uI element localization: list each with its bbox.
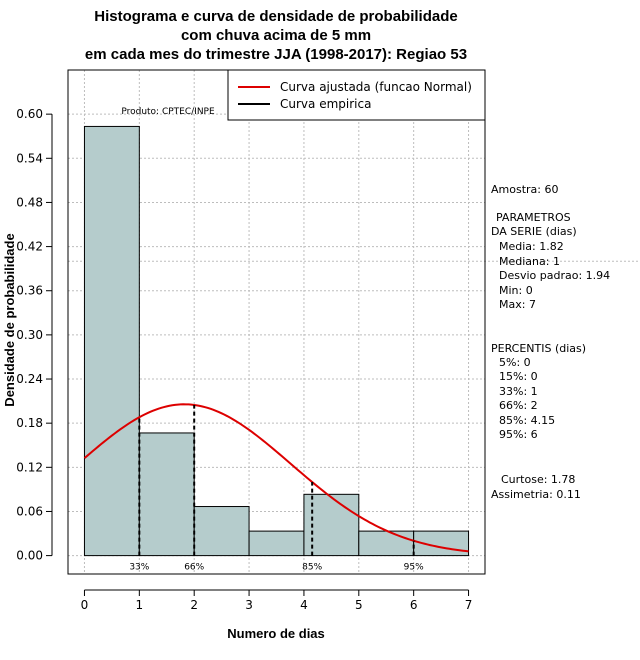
y-tick-label: 0.06 (16, 504, 43, 518)
chart-title-line-2: com chuva acima de 5 mm (181, 27, 371, 44)
percentile-label: 95% (404, 563, 424, 573)
y-axis-label: Densidade de probabilidade (2, 233, 17, 406)
axes: 0 1 2 3 4 5 6 7 0.00 0.06 0.12 0.18 0.24 0.30 0.36 0.42… (16, 107, 472, 612)
stat-min: Min: 0 (499, 284, 533, 297)
x-tick-label: 1 (136, 598, 144, 612)
x-tick-label: 2 (190, 598, 198, 612)
stat-mean: Media: 1.82 (499, 240, 564, 253)
y-tick-label: 0.48 (16, 195, 43, 209)
percentile-markers: 33% 66% 85% 95% (129, 404, 424, 573)
y-tick-label: 0.60 (16, 107, 43, 121)
stat-median: Mediana: 1 (499, 255, 560, 268)
stat-sample: Amostra: 60 (491, 183, 558, 196)
y-tick-label: 0.24 (16, 372, 43, 386)
histogram-bar (248, 530, 305, 557)
stat-skewness: Assimetria: 0.11 (491, 488, 581, 501)
stat-kurtosis: Curtose: 1.78 (501, 473, 575, 486)
y-tick-label: 0.18 (16, 416, 43, 430)
normal-fit-curve (83, 403, 469, 553)
percentile-label: 33% (129, 563, 149, 573)
x-tick-label: 0 (81, 598, 89, 612)
stat-sd: Desvio padrao: 1.94 (499, 269, 610, 282)
stat-p95: 95%: 6 (499, 428, 538, 441)
legend-box (227, 69, 486, 121)
percentile-label: 85% (302, 563, 322, 573)
stat-p33: 33%: 1 (499, 385, 538, 398)
statistics-panel: Amostra: 60 PARAMETROS DA SERIE (dias) M… (491, 183, 610, 501)
chart-title-line-1: Histograma e curva de densidade de proba… (94, 8, 457, 25)
x-tick-label: 3 (245, 598, 253, 612)
y-tick-label: 0.42 (16, 240, 43, 254)
stat-max: Max: 7 (499, 298, 536, 311)
x-tick-label: 4 (300, 598, 308, 612)
histogram-bars (83, 125, 470, 557)
normal-fit-line (83, 403, 469, 553)
stat-p66: 66%: 2 (499, 399, 538, 412)
legend-empirical-label: Curva empirica (280, 97, 371, 111)
histogram-bar (193, 506, 250, 557)
stat-p85: 85%: 4.15 (499, 414, 555, 427)
percentile-label: 66% (184, 563, 204, 573)
x-tick-label: 5 (355, 598, 363, 612)
legend: Curva ajustada (funcao Normal) Curva emp… (227, 69, 486, 121)
legend-fit-label: Curva ajustada (funcao Normal) (280, 80, 472, 94)
product-label: Produto: CPTEC/INPE (121, 107, 215, 117)
y-tick-label: 0.12 (16, 460, 43, 474)
histogram-bar (138, 432, 195, 557)
chart-title-line-3: em cada mes do trimestre JJA (1998-2017)… (85, 46, 467, 63)
stat-params-title-1: PARAMETROS (496, 211, 571, 224)
stat-p15: 15%: 0 (499, 370, 538, 383)
stat-params-title-2: DA SERIE (dias) (491, 225, 577, 238)
x-axis-label: Numero de dias (227, 626, 325, 641)
x-tick-label: 6 (410, 598, 418, 612)
y-tick-label: 0.54 (16, 151, 43, 165)
stat-p5: 5%: 0 (499, 356, 531, 369)
y-tick-label: 0.00 (16, 549, 43, 563)
histogram-bar (358, 530, 415, 557)
y-tick-label: 0.30 (16, 328, 43, 342)
y-tick-label: 0.36 (16, 284, 43, 298)
x-tick-label: 7 (465, 598, 473, 612)
histogram-bar (83, 125, 140, 557)
stat-percentiles-title: PERCENTIS (dias) (491, 342, 586, 355)
